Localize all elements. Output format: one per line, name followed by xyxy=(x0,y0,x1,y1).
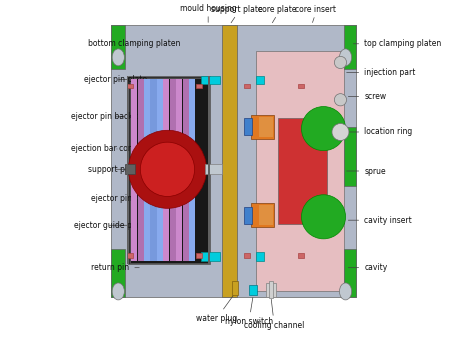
Bar xyxy=(196,253,202,258)
Bar xyxy=(255,51,344,291)
Text: ejector pin plate: ejector pin plate xyxy=(84,75,147,84)
Bar xyxy=(164,79,170,261)
Text: cooling channel: cooling channel xyxy=(244,299,304,330)
Bar xyxy=(111,25,235,297)
Bar xyxy=(111,249,125,297)
Bar xyxy=(278,118,327,224)
Bar xyxy=(208,76,210,264)
Text: ejector pin back plate: ejector pin back plate xyxy=(71,112,155,121)
Bar xyxy=(344,249,356,297)
Bar xyxy=(259,205,273,225)
Text: ejector pin: ejector pin xyxy=(91,194,146,203)
Bar xyxy=(251,203,274,227)
Bar xyxy=(125,164,135,174)
Bar xyxy=(344,127,356,186)
Bar xyxy=(298,253,304,258)
Text: ejection bar connector: ejection bar connector xyxy=(71,144,157,154)
Text: nylon switch: nylon switch xyxy=(225,298,273,327)
Bar xyxy=(131,79,137,261)
Bar xyxy=(244,207,252,224)
Ellipse shape xyxy=(334,56,346,68)
Ellipse shape xyxy=(301,107,346,150)
Text: mould housing: mould housing xyxy=(180,4,237,13)
Bar xyxy=(244,253,250,258)
Bar xyxy=(196,84,202,88)
Bar xyxy=(251,115,274,139)
Bar xyxy=(232,281,238,295)
Bar xyxy=(176,79,182,261)
Bar xyxy=(151,79,156,261)
Bar xyxy=(266,283,276,297)
Bar xyxy=(205,164,222,174)
Bar xyxy=(170,79,176,261)
Text: support pillar: support pillar xyxy=(88,165,139,174)
Text: cavity: cavity xyxy=(348,263,387,272)
Text: top clamping platen: top clamping platen xyxy=(354,39,441,48)
Bar xyxy=(244,118,252,135)
Bar xyxy=(201,252,220,261)
Bar xyxy=(201,76,220,84)
Bar xyxy=(189,79,195,261)
Text: injection part: injection part xyxy=(346,68,416,77)
Bar xyxy=(111,25,125,69)
Bar xyxy=(344,25,356,69)
Bar xyxy=(259,117,273,137)
Ellipse shape xyxy=(140,142,195,196)
Bar xyxy=(244,84,250,88)
Bar xyxy=(127,253,133,258)
Bar xyxy=(235,25,356,297)
Text: cavity insert: cavity insert xyxy=(348,216,412,225)
Ellipse shape xyxy=(128,130,207,208)
Text: water plug: water plug xyxy=(196,295,237,323)
Bar xyxy=(298,84,304,88)
Ellipse shape xyxy=(339,283,352,300)
Bar xyxy=(127,84,133,88)
Bar xyxy=(255,76,264,84)
Ellipse shape xyxy=(339,49,352,66)
Bar xyxy=(255,252,264,261)
Bar xyxy=(144,79,150,261)
Text: sprue: sprue xyxy=(346,167,386,175)
Bar xyxy=(269,281,273,298)
Bar xyxy=(137,79,144,261)
Bar xyxy=(128,76,210,264)
Ellipse shape xyxy=(112,49,124,66)
Ellipse shape xyxy=(301,195,346,239)
Text: location ring: location ring xyxy=(346,128,412,136)
Bar xyxy=(182,79,189,261)
Text: bottom clamping platen: bottom clamping platen xyxy=(88,39,180,48)
Bar xyxy=(249,285,257,295)
Ellipse shape xyxy=(112,283,124,300)
Ellipse shape xyxy=(332,123,349,141)
Bar xyxy=(127,76,128,264)
Text: ejector guide pin: ejector guide pin xyxy=(74,221,139,230)
Text: core insert: core insert xyxy=(294,5,336,14)
Bar xyxy=(157,79,163,261)
Text: return pin: return pin xyxy=(91,263,139,272)
Ellipse shape xyxy=(334,94,346,106)
Text: support plate: support plate xyxy=(210,5,262,14)
Text: core plate: core plate xyxy=(258,5,296,14)
Bar xyxy=(222,25,237,297)
Text: screw: screw xyxy=(348,92,386,101)
Bar xyxy=(130,78,208,263)
